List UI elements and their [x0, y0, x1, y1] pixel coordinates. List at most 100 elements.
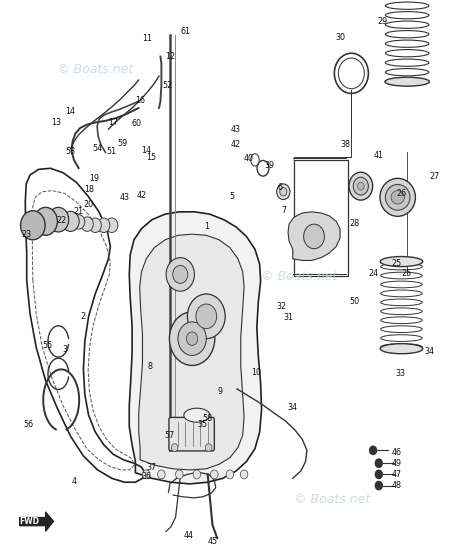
Text: 24: 24 — [368, 269, 378, 278]
Text: 15: 15 — [146, 153, 156, 162]
Text: 8: 8 — [147, 362, 152, 371]
Text: 25: 25 — [401, 269, 411, 278]
Text: 14: 14 — [65, 107, 76, 116]
Text: 38: 38 — [341, 141, 351, 150]
Text: 51: 51 — [107, 147, 117, 156]
Circle shape — [187, 294, 225, 339]
Circle shape — [89, 218, 101, 232]
Text: 52: 52 — [162, 81, 172, 90]
Text: 59: 59 — [118, 139, 128, 148]
Circle shape — [375, 459, 383, 468]
Text: 54: 54 — [92, 144, 103, 153]
Text: 31: 31 — [283, 314, 293, 323]
Text: 22: 22 — [56, 216, 66, 225]
Circle shape — [186, 332, 198, 346]
Text: 26: 26 — [396, 189, 407, 198]
Ellipse shape — [380, 344, 423, 354]
Text: 34: 34 — [288, 403, 298, 412]
Text: 61: 61 — [181, 27, 191, 36]
Text: 5: 5 — [230, 192, 235, 200]
Text: 56: 56 — [23, 419, 33, 428]
Polygon shape — [288, 212, 340, 260]
Text: 17: 17 — [108, 118, 118, 127]
Text: 32: 32 — [277, 302, 287, 311]
Text: 10: 10 — [251, 368, 261, 377]
Circle shape — [81, 217, 93, 231]
Circle shape — [20, 211, 45, 240]
Text: 9: 9 — [218, 387, 223, 396]
Text: 7: 7 — [282, 206, 287, 214]
Ellipse shape — [380, 256, 423, 267]
Text: 18: 18 — [84, 185, 94, 194]
Text: 20: 20 — [83, 200, 93, 209]
Ellipse shape — [184, 408, 210, 422]
Circle shape — [173, 265, 188, 283]
Text: 50: 50 — [349, 297, 359, 306]
Circle shape — [210, 470, 218, 479]
Text: © Boats.net: © Boats.net — [294, 493, 370, 506]
Circle shape — [205, 444, 212, 451]
Text: 4: 4 — [72, 477, 76, 486]
Text: 14: 14 — [141, 146, 151, 155]
Circle shape — [73, 214, 85, 229]
Ellipse shape — [280, 188, 287, 196]
Text: 37: 37 — [147, 463, 157, 472]
Circle shape — [196, 304, 217, 329]
Circle shape — [171, 444, 178, 451]
Text: 28: 28 — [349, 218, 359, 227]
Ellipse shape — [353, 177, 368, 195]
Text: 41: 41 — [374, 152, 384, 161]
Text: 3: 3 — [62, 346, 67, 354]
Circle shape — [375, 470, 383, 479]
Text: 45: 45 — [207, 537, 218, 546]
Text: 36: 36 — [141, 472, 151, 481]
Text: 27: 27 — [429, 172, 440, 181]
Text: 13: 13 — [52, 118, 62, 127]
Text: 57: 57 — [165, 431, 175, 440]
Ellipse shape — [349, 172, 373, 200]
Text: 11: 11 — [142, 34, 152, 43]
Text: 35: 35 — [198, 419, 208, 428]
Text: 47: 47 — [392, 470, 402, 479]
Ellipse shape — [380, 178, 415, 216]
Circle shape — [106, 218, 118, 232]
Text: 60: 60 — [132, 119, 142, 128]
Text: 34: 34 — [425, 347, 435, 356]
Text: 25: 25 — [392, 259, 402, 268]
Text: 30: 30 — [335, 32, 345, 41]
Circle shape — [62, 211, 79, 231]
Circle shape — [304, 224, 324, 249]
Ellipse shape — [357, 182, 364, 190]
Polygon shape — [139, 234, 244, 470]
Polygon shape — [19, 512, 54, 531]
Text: 43: 43 — [119, 193, 129, 202]
Text: 43: 43 — [231, 125, 241, 134]
Circle shape — [169, 312, 215, 366]
Text: 16: 16 — [135, 96, 145, 105]
Text: 40: 40 — [244, 154, 254, 163]
Text: 46: 46 — [392, 447, 402, 456]
Text: 58: 58 — [203, 414, 213, 423]
Text: 23: 23 — [22, 230, 32, 239]
Text: 49: 49 — [392, 459, 402, 468]
Circle shape — [240, 470, 248, 479]
Circle shape — [143, 470, 150, 479]
Text: 33: 33 — [395, 370, 405, 379]
Text: © Boats.net: © Boats.net — [261, 270, 337, 283]
Ellipse shape — [277, 184, 290, 199]
Text: 2: 2 — [81, 312, 86, 321]
Circle shape — [193, 470, 201, 479]
Text: 1: 1 — [204, 222, 209, 231]
Text: 6: 6 — [277, 183, 282, 192]
Circle shape — [98, 218, 110, 232]
Circle shape — [226, 470, 234, 479]
Circle shape — [157, 470, 165, 479]
Circle shape — [369, 446, 377, 455]
Ellipse shape — [385, 77, 429, 86]
Text: 42: 42 — [231, 141, 241, 150]
Text: 48: 48 — [392, 481, 402, 490]
Circle shape — [178, 322, 206, 356]
Circle shape — [48, 207, 69, 232]
Text: 39: 39 — [264, 161, 274, 170]
Text: 21: 21 — [73, 207, 84, 216]
